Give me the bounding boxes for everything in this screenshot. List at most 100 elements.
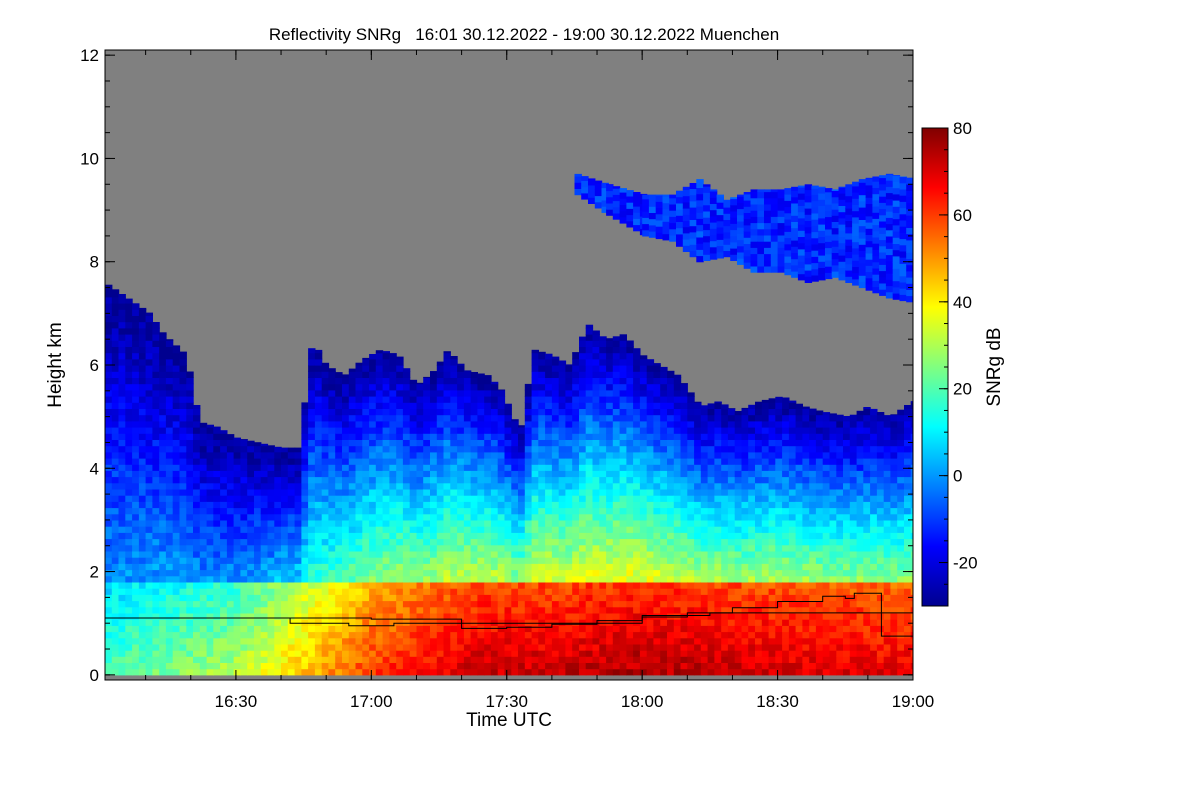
heatmap-cell [450,538,458,546]
heatmap-cell [768,398,776,403]
heatmap-cell [308,439,316,447]
heatmap-cell [430,402,438,409]
heatmap-cell [152,451,160,459]
heatmap-cell [260,557,269,564]
heatmap-cell [267,501,275,509]
heatmap-cell [267,445,275,453]
heatmap-cell [342,476,350,484]
heatmap-cell [748,495,756,502]
heatmap-cell [342,643,350,651]
heatmap-cell [748,600,756,608]
heatmap-cell [592,588,600,595]
heatmap-cell [680,650,688,657]
heatmap-cell [680,619,688,626]
heatmap-cell [565,513,573,521]
heatmap-cell [105,303,113,310]
heatmap-cell [342,402,350,409]
heatmap-cell [159,650,167,657]
heatmap-cell [213,662,221,670]
heatmap-cell [694,526,702,533]
heatmap-cell [619,495,627,502]
heatmap-cell [497,427,506,434]
heatmap-cell [294,668,302,676]
heatmap-cell [545,569,553,577]
heatmap-cell [165,464,174,471]
heatmap-cell [206,424,214,428]
heatmap-cell [748,612,756,620]
heatmap-cell [707,606,715,614]
heatmap-cell [768,569,776,577]
heatmap-cell [619,581,627,589]
heatmap-cell [172,569,181,577]
heatmap-cell [667,519,675,527]
heatmap-cell [145,340,153,347]
heatmap-cell [199,513,208,521]
heatmap-cell [369,550,377,558]
heatmap-cell [545,408,553,416]
heatmap-cell [788,625,797,633]
heatmap-cell [734,588,743,595]
heatmap-cell [565,563,573,571]
heatmap-cell [138,581,147,589]
heatmap-cell [680,544,688,552]
heatmap-cell [348,606,357,614]
heatmap-cell [504,637,512,645]
heatmap-cell [206,513,214,521]
heatmap-cell [490,427,499,434]
heatmap-cell [551,563,560,571]
heatmap-cell [606,538,614,546]
heatmap-cell [450,420,458,428]
heatmap-cell [125,470,133,478]
heatmap-cell [389,557,397,564]
heatmap-cell [328,501,336,509]
heatmap-cell [572,643,580,651]
heatmap-cell [389,495,397,502]
heatmap-cell [518,482,526,490]
heatmap-cell [145,451,153,459]
heatmap-cell [531,594,539,602]
heatmap-cell [260,501,269,509]
heatmap-cell [545,631,553,639]
heatmap-cell [423,507,431,515]
heatmap-cell [260,588,269,595]
heatmap-cell [125,495,133,502]
heatmap-cell [585,581,594,589]
heatmap-cell [375,526,384,533]
heatmap-cell [504,619,512,626]
heatmap-cell [463,470,472,478]
heatmap-cell [721,575,729,583]
heatmap-cell [159,612,167,620]
heatmap-cell [125,519,133,527]
heatmap-cell [714,643,722,651]
heatmap-cell [599,507,607,515]
heatmap-cell [700,408,709,416]
heatmap-cell [579,588,587,595]
heatmap-cell [308,519,316,527]
heatmap-cell [321,433,330,440]
heatmap-cell [694,544,702,552]
heatmap-cell [639,365,648,372]
heatmap-cell [443,464,451,471]
heatmap-cell [558,656,567,663]
heatmap-cell [579,365,587,372]
heatmap-cell [402,470,411,478]
heatmap-cell [152,575,160,583]
heatmap-cell [172,439,181,447]
heatmap-cell [450,619,458,626]
heatmap-cell [111,594,120,602]
heatmap-cell [612,420,621,428]
heatmap-cell [497,420,506,428]
heatmap-cell [220,588,228,595]
heatmap-cell [362,526,370,533]
heatmap-cell [531,519,539,527]
heatmap-cell [260,619,269,626]
heatmap-cell [734,501,743,509]
heatmap-cell [545,427,553,434]
heatmap-cell [538,526,546,533]
heatmap-cell [741,668,749,676]
heatmap-cell [416,588,424,595]
heatmap-cell [443,662,451,670]
heatmap-cell [165,340,174,347]
heatmap-cell [111,557,120,564]
heatmap-cell [301,519,309,527]
